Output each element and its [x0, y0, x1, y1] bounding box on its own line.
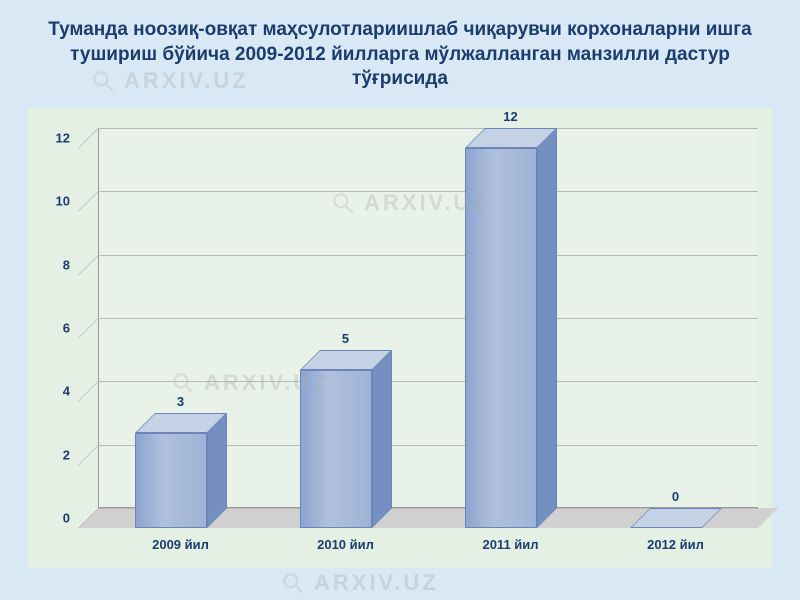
gridline-side [78, 445, 98, 485]
x-axis-label: 2010 йил [317, 537, 374, 552]
bar-front [135, 433, 207, 528]
y-axis-label: 2 [38, 447, 70, 462]
bar-front [465, 148, 537, 528]
y-axis-label: 12 [38, 131, 70, 146]
x-axis-label: 2009 йил [152, 537, 209, 552]
gridline [98, 128, 758, 129]
y-axis-label: 0 [38, 511, 70, 526]
page-title: Туманда ноозиқ-овқат маҳсулотлариишлаб ч… [0, 0, 800, 102]
gridline [98, 381, 758, 382]
gridline-side [78, 191, 98, 231]
gridline-side [78, 381, 98, 421]
gridline [98, 191, 758, 192]
bar-value-label: 5 [342, 331, 349, 346]
bar-value-label: 12 [503, 109, 517, 124]
y-axis-label: 8 [38, 257, 70, 272]
gridline [98, 255, 758, 256]
y-axis-label: 6 [38, 321, 70, 336]
bar-value-label: 3 [177, 394, 184, 409]
plot-area: 024681012 35120 2009 йил2010 йил2011 йил… [78, 128, 758, 528]
x-axis-label: 2011 йил [482, 537, 538, 552]
watermark-text: ARXIV.UZ [314, 570, 439, 596]
bar-side [537, 128, 557, 528]
y-axis-label: 4 [38, 384, 70, 399]
watermark: ARXIV.UZ [280, 570, 439, 596]
gridline-side [78, 128, 98, 168]
bar-side [372, 350, 392, 528]
bar-value-label: 0 [672, 489, 679, 504]
gridline-side [78, 508, 98, 548]
gridline [98, 318, 758, 319]
chart-container: 0 2 4 6 8 10 12 3 5 12 0 2009 йил 2010 йил 2011 йил… [28, 108, 772, 568]
bar-front [300, 370, 372, 528]
y-axis-label: 10 [38, 194, 70, 209]
gridline-side [78, 318, 98, 358]
x-axis-label: 2012 йил [647, 537, 704, 552]
gridline-side [78, 255, 98, 295]
